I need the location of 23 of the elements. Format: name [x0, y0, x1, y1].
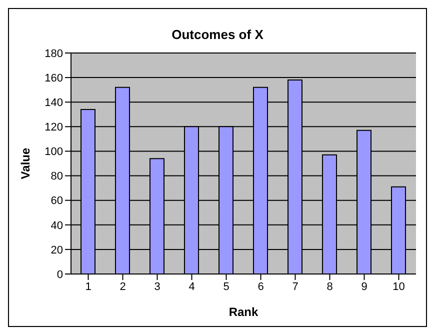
chart-title: Outcomes of X [170, 26, 264, 44]
x-tick-label: 6 [258, 280, 264, 293]
y-tick-label: 80 [50, 170, 63, 183]
x-tick-label: 5 [223, 280, 230, 293]
x-axis-title: Rank [228, 305, 258, 319]
x-tick-label: 4 [188, 280, 195, 293]
y-tick-label: 120 [44, 122, 63, 134]
x-tick-label: 2 [120, 280, 126, 293]
y-axis-title: Value [18, 148, 32, 180]
y-tick-label: 60 [50, 195, 63, 208]
x-tick-label: 10 [392, 280, 405, 293]
y-tick-label: 100 [44, 146, 63, 158]
y-tick-label: 140 [44, 97, 63, 110]
y-tick-label: 20 [50, 244, 63, 256]
y-tick-label: 180 [44, 48, 63, 60]
x-tick-label: 9 [361, 280, 368, 293]
x-tick-label: 7 [292, 280, 298, 293]
y-tick-label: 160 [44, 72, 63, 84]
x-tick-label: 8 [326, 280, 333, 293]
x-tick-label: 3 [154, 280, 160, 293]
x-tick-label: 1 [85, 280, 92, 293]
y-tick-label: 0 [56, 268, 63, 281]
y-tick-label: 40 [50, 220, 63, 232]
